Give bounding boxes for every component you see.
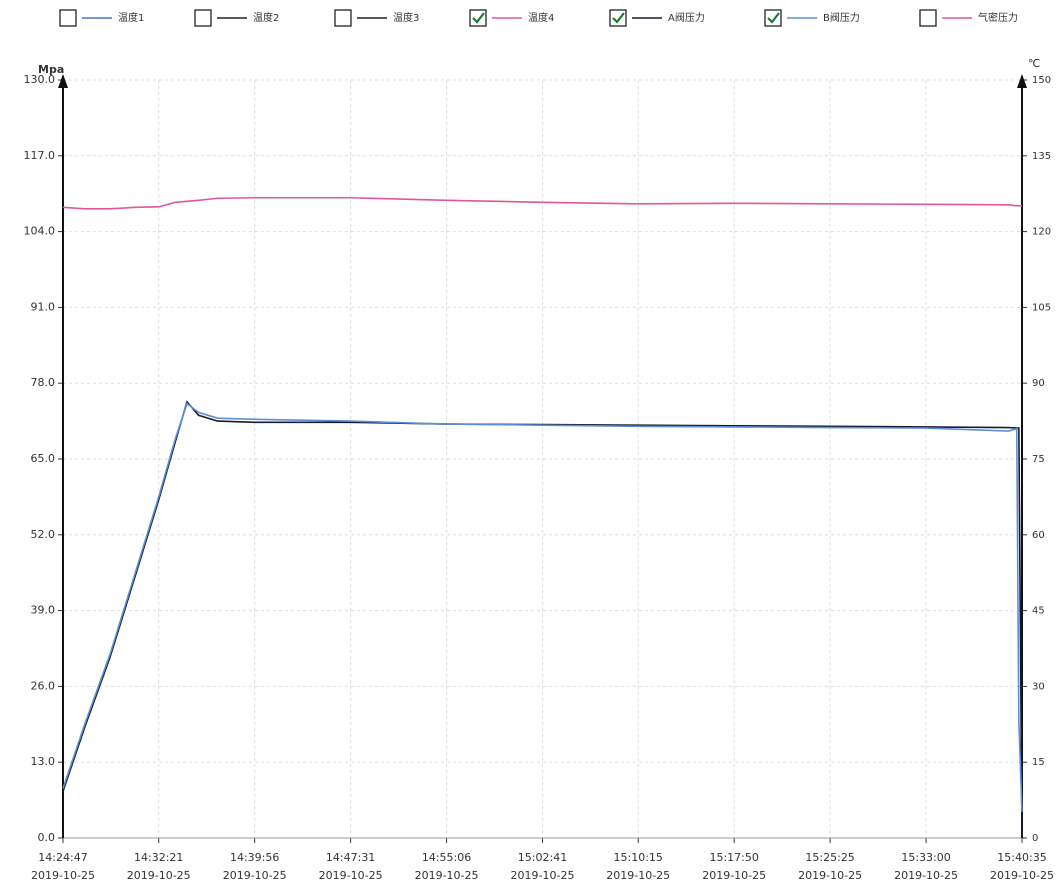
y-tick-label: 130.0: [24, 73, 56, 86]
x-tick-label: 2019-10-25: [31, 869, 95, 882]
y2-tick-label: 135: [1032, 151, 1051, 162]
series-line: [62, 196, 1022, 210]
y2-axis-arrow: [1017, 74, 1027, 88]
y-tick-label: 26.0: [31, 679, 56, 692]
legend-checkbox[interactable]: [469, 9, 487, 27]
y2-tick-label: 75: [1032, 454, 1045, 465]
y-tick-label: 117.0: [24, 149, 56, 162]
x-tick-label: 14:32:21: [134, 851, 183, 864]
x-tick-label: 2019-10-25: [702, 869, 766, 882]
legend-checkbox[interactable]: [919, 9, 937, 27]
y2-tick-label: 105: [1032, 302, 1051, 313]
legend-label: 温度1: [118, 11, 144, 24]
y-tick-label: 52.0: [31, 528, 56, 541]
x-tick-label: 15:17:50: [709, 851, 758, 864]
x-tick-label: 14:47:31: [326, 851, 375, 864]
x-tick-label: 2019-10-25: [415, 869, 479, 882]
x-tick-label: 2019-10-25: [990, 869, 1054, 882]
y-tick-label: 39.0: [31, 604, 56, 617]
y2-tick-label: 15: [1032, 757, 1045, 768]
x-tick-label: 2019-10-25: [511, 869, 575, 882]
y2-tick-label: 120: [1032, 227, 1051, 238]
y2-tick-label: 150: [1032, 75, 1051, 86]
y-tick-label: 78.0: [31, 376, 56, 389]
x-tick-label: 2019-10-25: [606, 869, 670, 882]
x-tick-label: 15:02:41: [518, 851, 567, 864]
x-tick-label: 14:55:06: [422, 851, 471, 864]
y2-axis-label: ℃: [1028, 57, 1040, 70]
legend-checkbox[interactable]: [59, 9, 77, 27]
y2-tick-label: 90: [1032, 378, 1045, 389]
y-tick-label: 13.0: [31, 755, 56, 768]
legend-label: 温度2: [253, 11, 279, 24]
x-tick-label: 15:25:25: [805, 851, 854, 864]
x-tick-label: 2019-10-25: [223, 869, 287, 882]
legend-checkbox[interactable]: [764, 9, 782, 27]
x-tick-label: 15:10:15: [614, 851, 663, 864]
legend-label: 气密压力: [978, 11, 1018, 24]
legend-label: B阀压力: [823, 11, 860, 24]
x-tick-label: 14:39:56: [230, 851, 279, 864]
legend-check: [472, 12, 485, 24]
x-tick-label: 2019-10-25: [894, 869, 958, 882]
legend-checkbox[interactable]: [194, 9, 212, 27]
y2-tick-label: 30: [1032, 681, 1045, 692]
y-tick-label: 65.0: [31, 452, 56, 465]
x-tick-label: 2019-10-25: [127, 869, 191, 882]
y-axis-arrow: [58, 74, 68, 88]
legend-checkbox[interactable]: [609, 9, 627, 27]
x-tick-label: 15:40:35: [997, 851, 1046, 864]
x-tick-label: 15:33:00: [901, 851, 950, 864]
legend-label: 温度4: [528, 11, 554, 24]
y-axis-label: Mpa: [38, 63, 64, 76]
y-tick-label: 0.0: [38, 831, 56, 844]
x-tick-label: 14:24:47: [38, 851, 87, 864]
series-line: [62, 402, 1023, 812]
x-tick-label: 2019-10-25: [319, 869, 383, 882]
series-line: [62, 400, 1023, 839]
legend-label: A阀压力: [668, 11, 705, 24]
y-tick-label: 91.0: [31, 300, 56, 313]
y-tick-label: 104.0: [24, 225, 56, 238]
legend-label: 温度3: [393, 11, 419, 24]
legend-checkbox[interactable]: [334, 9, 352, 27]
y2-tick-label: 45: [1032, 606, 1045, 617]
legend-check: [612, 12, 625, 24]
y2-tick-label: 60: [1032, 530, 1045, 541]
y2-tick-label: 0: [1032, 833, 1038, 844]
legend-check: [767, 12, 780, 24]
x-tick-label: 2019-10-25: [798, 869, 862, 882]
